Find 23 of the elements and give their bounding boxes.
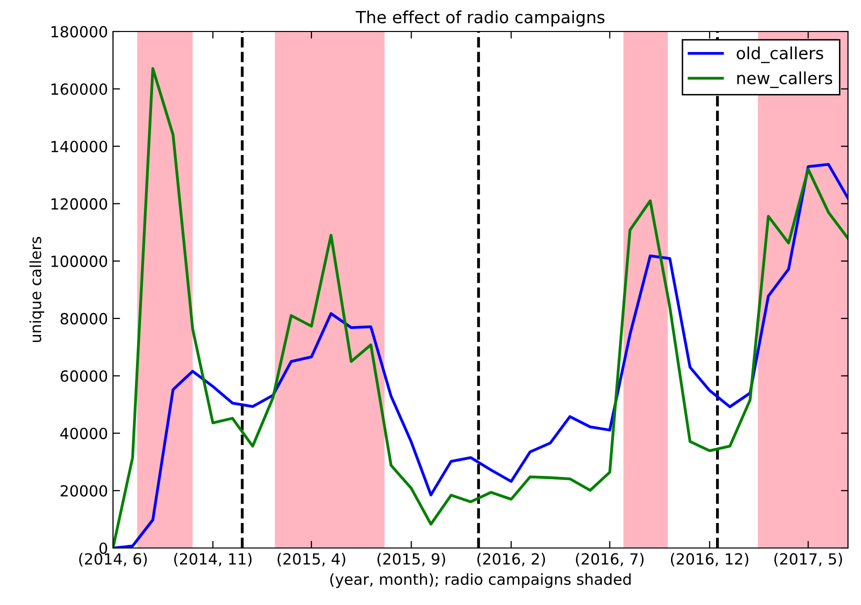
x-tick-label: (2016, 7) — [576, 552, 644, 566]
x-axis-title: (year, month); radio campaigns shaded — [330, 573, 631, 588]
y-axis-title: unique callers — [29, 236, 44, 342]
x-tick-label: (2017, 5) — [774, 552, 842, 566]
y-tick-label: 80000 — [60, 312, 108, 324]
y-tick-label: 160000 — [51, 83, 108, 95]
y-tick-label: 20000 — [60, 485, 108, 497]
y-tick-label: 140000 — [51, 140, 108, 152]
legend-label: new_callers — [737, 71, 832, 88]
y-tick-label: 40000 — [60, 428, 108, 440]
x-tick-label: (2015, 4) — [278, 552, 346, 566]
y-tick-label: 0 — [99, 542, 108, 554]
y-tick-label: 180000 — [51, 26, 108, 38]
x-tick-label: (2016, 12) — [670, 552, 748, 566]
x-tick-label: (2014, 11) — [174, 552, 252, 566]
chart-title: The effect of radio campaigns — [356, 10, 604, 27]
y-tick-label: 120000 — [51, 198, 108, 210]
y-tick-label: 100000 — [51, 256, 108, 268]
x-tick-label: (2016, 2) — [477, 552, 545, 566]
legend-label: old_callers — [736, 46, 824, 64]
y-tick-label: 60000 — [60, 370, 108, 382]
x-tick-label: (2015, 9) — [378, 552, 446, 566]
x-tick-label: (2014, 6) — [79, 552, 147, 566]
